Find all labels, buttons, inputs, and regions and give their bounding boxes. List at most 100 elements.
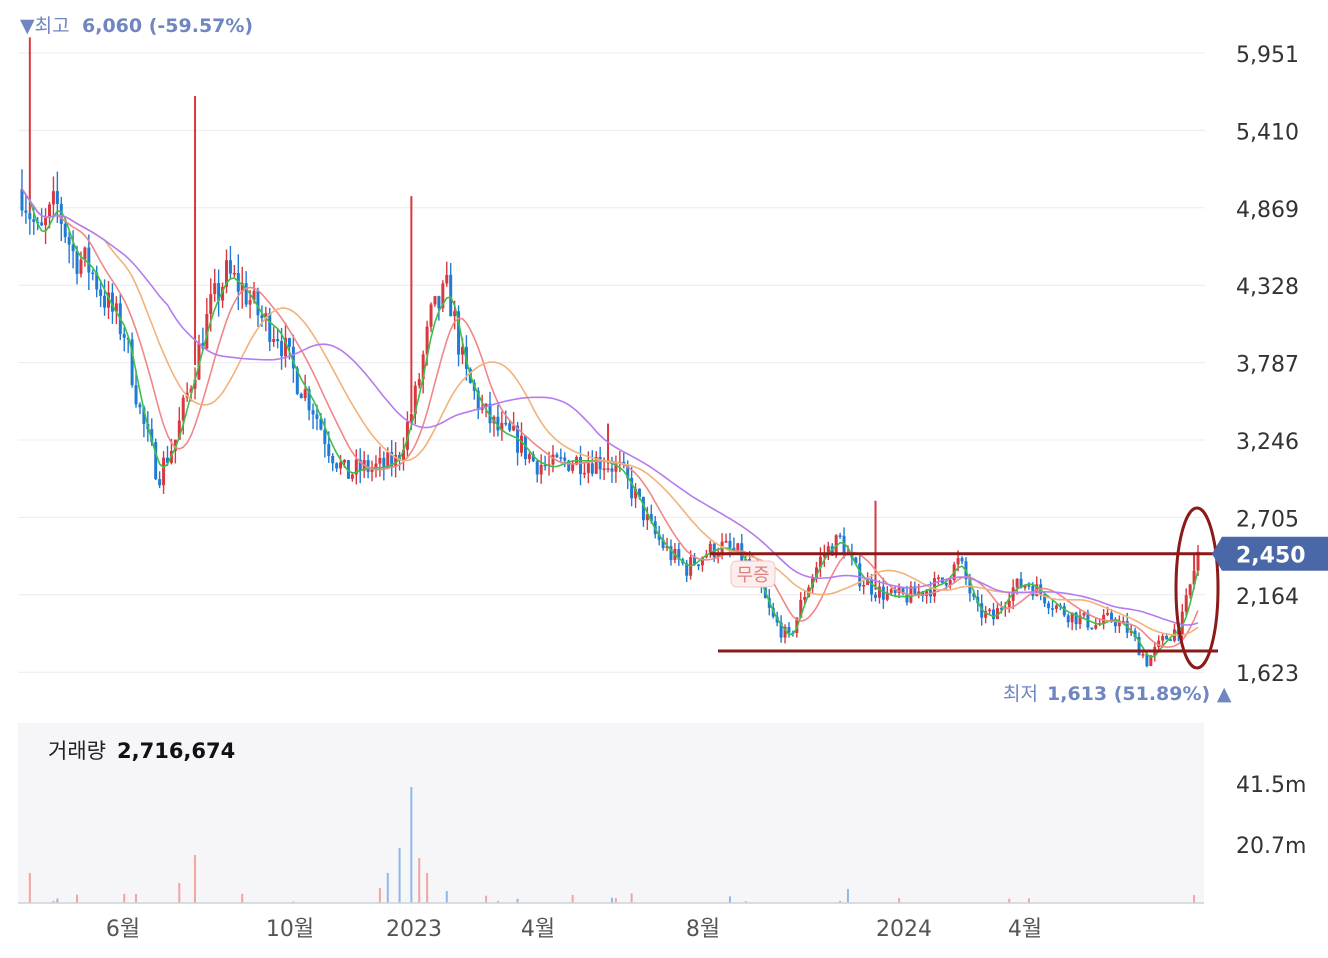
candle-body — [177, 420, 181, 440]
candle-body — [925, 590, 929, 597]
candle-body — [99, 289, 103, 296]
ma60-line — [21, 188, 1199, 637]
candle-body — [815, 567, 818, 579]
candle-body — [826, 546, 830, 554]
candle-body — [799, 599, 803, 618]
candle-body — [162, 457, 166, 486]
candle-body — [264, 313, 268, 319]
candle-body — [641, 496, 645, 521]
candle-body — [992, 609, 995, 620]
candle-body — [610, 468, 614, 472]
candle-body — [901, 587, 905, 594]
candle-body — [988, 609, 992, 612]
candle-body — [350, 474, 354, 479]
candle-body — [323, 429, 327, 445]
candle-body — [638, 488, 641, 497]
candle-body — [1015, 578, 1019, 588]
volume-bar — [398, 848, 401, 903]
candle-body — [1117, 621, 1121, 627]
price-tag — [1212, 536, 1328, 571]
candle-body — [429, 304, 433, 327]
candle-body — [555, 454, 559, 458]
candle-body — [1054, 605, 1058, 609]
candle-body — [913, 586, 917, 595]
ma5-line — [21, 188, 1199, 658]
y-tick-label: 2,164 — [1236, 585, 1299, 610]
candle-body — [166, 457, 169, 463]
y-tick-label: 1,623 — [1236, 662, 1299, 687]
high-label: ▼최고 — [20, 15, 70, 37]
candle-body — [504, 422, 508, 425]
candle-body — [531, 454, 535, 462]
candle-body — [579, 457, 582, 475]
candle-body — [402, 449, 405, 460]
candle-body — [999, 608, 1003, 610]
candle-body — [315, 414, 319, 420]
candle-body — [87, 247, 91, 273]
candle-body — [779, 622, 783, 638]
candle-body — [358, 459, 362, 471]
y-tick-label: 4,869 — [1236, 198, 1299, 223]
candle-body — [95, 272, 99, 290]
candle-body — [1074, 612, 1078, 625]
candle-body — [173, 439, 177, 452]
volume-panel — [18, 723, 1204, 903]
candle-body — [1129, 630, 1133, 633]
candle-body — [83, 247, 87, 260]
x-tick-label: 4월 — [1008, 917, 1042, 942]
candle-body — [240, 283, 244, 292]
candle-body — [984, 611, 988, 618]
candle-body — [889, 589, 893, 593]
candle-body — [1106, 612, 1110, 615]
candle-body — [921, 591, 925, 597]
price-tag-text: 2,450 — [1236, 544, 1306, 569]
candle-body — [378, 457, 382, 464]
candle-body — [685, 563, 689, 576]
volume-bar — [28, 873, 31, 903]
candle-body — [1157, 640, 1161, 647]
rights-issue-badge — [730, 560, 776, 588]
candle-body — [339, 462, 343, 469]
candle-body — [103, 295, 107, 308]
candle-body — [1031, 585, 1035, 597]
candle-body — [543, 464, 547, 467]
highlight-ellipse — [1174, 506, 1220, 670]
candle-body — [795, 617, 799, 633]
candle-body — [634, 488, 638, 499]
candle-body — [48, 204, 51, 218]
candle-body — [539, 464, 543, 475]
candle-body — [527, 454, 531, 460]
volume-bar — [496, 900, 499, 903]
candle-body — [284, 338, 287, 357]
candle-body — [956, 558, 960, 565]
candle-body — [1082, 612, 1086, 616]
candle-body — [854, 557, 858, 564]
candle-body — [1070, 612, 1074, 623]
candle-body — [1023, 585, 1027, 588]
volume-bar — [56, 898, 59, 903]
candle-body — [295, 368, 299, 394]
candle-body — [535, 461, 539, 475]
candle-body — [1062, 606, 1066, 616]
candle-body — [700, 557, 704, 566]
candle-body — [114, 303, 118, 312]
candle-body — [716, 554, 720, 558]
candle-body — [437, 296, 441, 309]
candle-body — [280, 341, 284, 357]
candle-body — [1137, 636, 1141, 656]
candle-body — [221, 286, 225, 301]
candle-body — [980, 603, 984, 618]
candle-body — [602, 468, 606, 471]
candle-body — [732, 547, 736, 551]
candle-body — [1113, 620, 1117, 627]
candle-body — [107, 292, 110, 308]
candle-body — [708, 543, 712, 555]
candle-body — [1094, 625, 1098, 629]
candle-body — [1169, 639, 1172, 641]
candle-body — [260, 315, 264, 319]
candle-body — [830, 546, 834, 556]
candle-body — [287, 338, 291, 347]
candle-body — [606, 468, 610, 470]
